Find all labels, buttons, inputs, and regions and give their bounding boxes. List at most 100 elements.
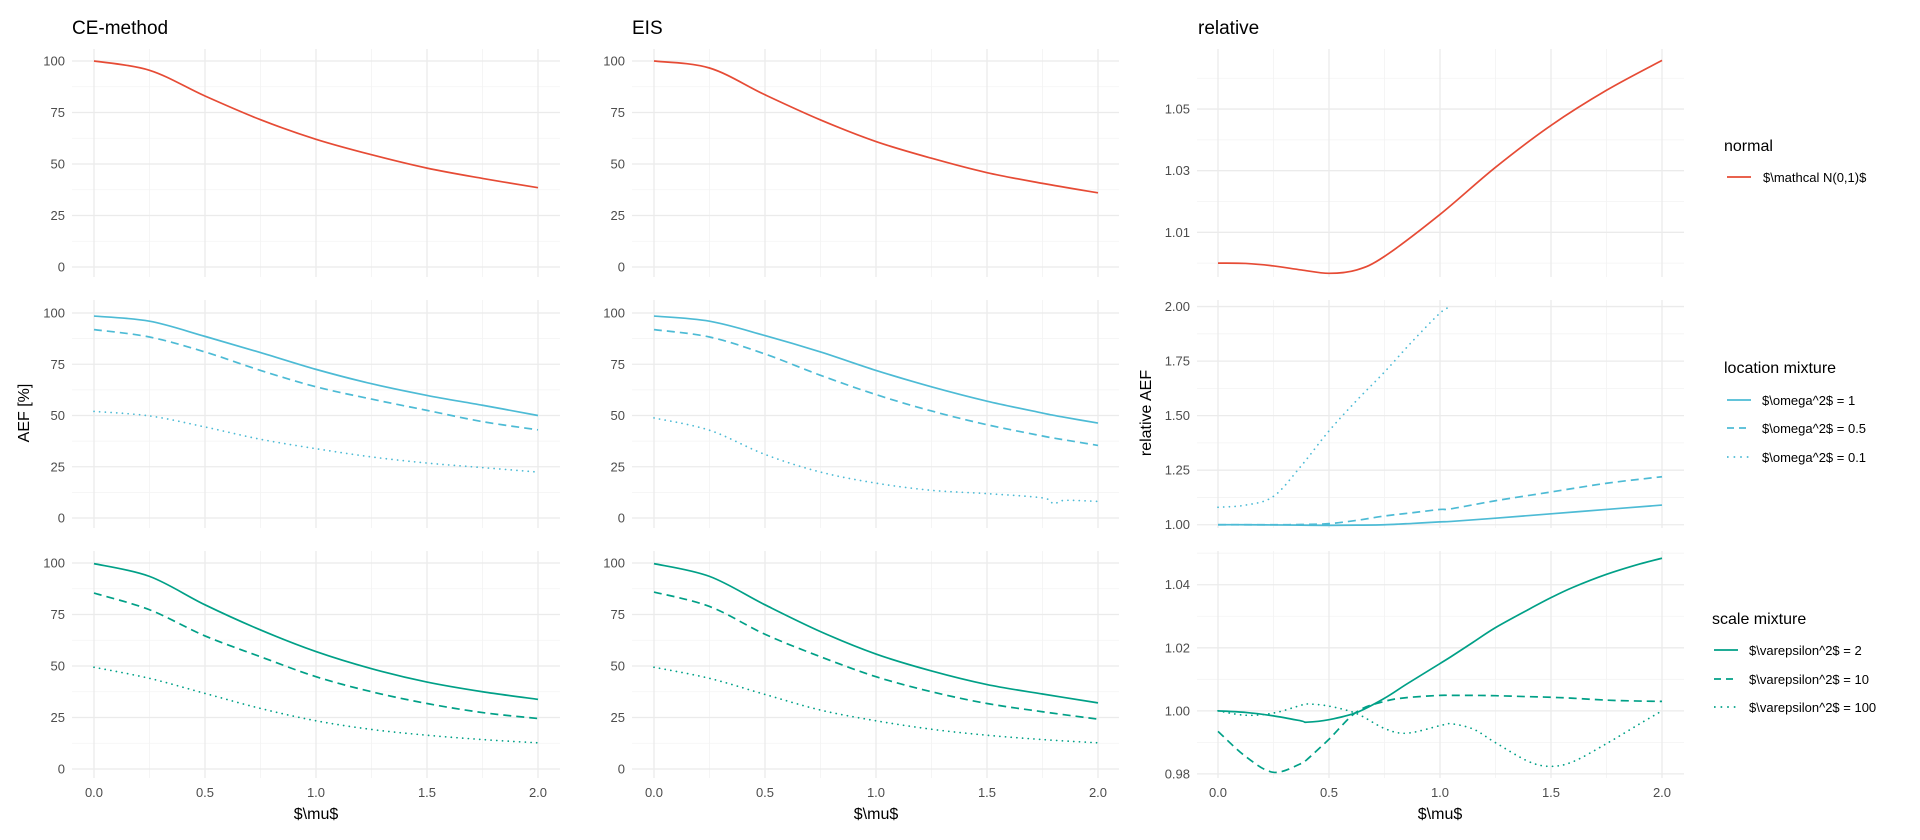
y-tick-label: 75 bbox=[611, 607, 625, 622]
y-tick-label: 1.02 bbox=[1165, 640, 1190, 655]
x-tick-label: 1.0 bbox=[867, 785, 885, 800]
y-tick-label: 1.05 bbox=[1165, 102, 1190, 117]
x-tick-label: 0.5 bbox=[1320, 785, 1338, 800]
y-tick-label: 25 bbox=[611, 208, 625, 223]
series-line-varepsilon-2-2-solid bbox=[1217, 557, 1663, 724]
series-line-varepsilon-2-100-dotted bbox=[93, 666, 539, 744]
legend-title-normal: normal bbox=[1724, 138, 1773, 155]
column-title-eis: EIS bbox=[632, 18, 663, 39]
y-tick-label: 100 bbox=[603, 556, 625, 571]
panels: 025507510002550751001.011.031.0502550751… bbox=[43, 49, 1684, 800]
panel-eis-scale-mixture: 0 25 50 75 100 0.0 0.5 1.0 1.5 2.0 bbox=[603, 551, 1119, 800]
y-tick-label: 100 bbox=[603, 306, 625, 321]
y-tick-label: 50 bbox=[51, 408, 65, 423]
legend-title-location-mixture: location mixture bbox=[1724, 360, 1836, 377]
series-line-omega-2-0-1-dotted bbox=[1217, 305, 1452, 509]
y-tick-label: 0 bbox=[618, 762, 625, 777]
x-tick-label: 0.0 bbox=[1209, 785, 1227, 800]
y-tick-label: 50 bbox=[611, 157, 625, 172]
x-tick-label: 0.0 bbox=[645, 785, 663, 800]
y-tick-label: 1.50 bbox=[1165, 408, 1190, 423]
x-tick-label: 0.0 bbox=[85, 785, 103, 800]
y-tick-label: 75 bbox=[51, 105, 65, 120]
series-line-varepsilon-2-100-dotted bbox=[653, 666, 1099, 744]
legend-label-omega-1: $\omega^2$ = 1 bbox=[1762, 393, 1855, 408]
series-line-mathcal-n-0-1-solid bbox=[653, 60, 1099, 194]
panel-eis-location-mixture: 0 25 50 75 100 bbox=[603, 300, 1119, 528]
legend-title-scale-mixture: scale mixture bbox=[1712, 611, 1806, 628]
legend-normal: normal $\mathcal N(0,1)$ bbox=[1724, 138, 1867, 185]
legend-location-mixture: location mixture $\omega^2$ = 1 $\omega^… bbox=[1724, 360, 1866, 465]
column-title-ce-method: CE-method bbox=[72, 18, 168, 39]
series-line-varepsilon-2-2-solid bbox=[653, 562, 1099, 704]
series-line-omega-2-0-5-dashed bbox=[1218, 475, 1663, 526]
series-line-varepsilon-2-10-dashed bbox=[93, 592, 539, 720]
panel-ce-method-scale-mixture: 0 25 50 75 100 0.0 0.5 1.0 1.5 2.0 bbox=[43, 551, 560, 800]
y-tick-label: 75 bbox=[611, 105, 625, 120]
x-tick-label: 2.0 bbox=[1653, 785, 1671, 800]
legend-label-omega-0-5: $\omega^2$ = 0.5 bbox=[1762, 421, 1866, 436]
y-tick-label: 100 bbox=[43, 306, 65, 321]
y-tick-label: 1.01 bbox=[1165, 225, 1190, 240]
y-tick-label: 75 bbox=[51, 607, 65, 622]
y-tick-label: 100 bbox=[43, 556, 65, 571]
x-tick-label: 1.5 bbox=[1542, 785, 1560, 800]
series-line-omega-2-0-5-dashed bbox=[93, 328, 539, 431]
y-tick-label: 1.00 bbox=[1165, 517, 1190, 532]
series-line-omega-2-1-solid bbox=[653, 315, 1099, 424]
legend-label-varepsilon-100: $\varepsilon^2$ = 100 bbox=[1749, 700, 1876, 715]
y-tick-label: 50 bbox=[51, 157, 65, 172]
y-axis-label-aef: AEF [%] bbox=[16, 384, 33, 443]
series-line-omega-2-0-5-dashed bbox=[653, 328, 1099, 447]
series-line-omega-2-0-1-dotted bbox=[93, 410, 539, 473]
y-tick-label: 1.75 bbox=[1165, 354, 1190, 369]
y-tick-label: 0 bbox=[58, 762, 65, 777]
panel-relative-normal: 1.01 1.03 1.05 bbox=[1165, 49, 1684, 277]
series-line-omega-2-1-solid bbox=[93, 315, 539, 417]
series-line-varepsilon-2-10-dashed bbox=[1217, 694, 1663, 774]
y-tick-label: 0 bbox=[58, 260, 65, 275]
y-tick-label: 0 bbox=[618, 511, 625, 526]
x-tick-label: 1.5 bbox=[978, 785, 996, 800]
panel-eis-normal: 0 25 50 75 100 bbox=[603, 49, 1119, 277]
y-axis-label-relative-aef: relative AEF bbox=[1138, 370, 1155, 456]
column-title-relative: relative bbox=[1198, 18, 1259, 39]
x-axis-label-relative: $\mu$ bbox=[1418, 806, 1463, 823]
y-tick-label: 1.03 bbox=[1165, 163, 1190, 178]
x-tick-label: 1.0 bbox=[1431, 785, 1449, 800]
y-tick-label: 1.04 bbox=[1165, 577, 1190, 592]
y-tick-label: 25 bbox=[611, 710, 625, 725]
y-tick-label: 0 bbox=[618, 260, 625, 275]
y-tick-label: 1.25 bbox=[1165, 463, 1190, 478]
panel-relative-location-mixture: 1.00 1.25 1.50 1.75 2.00 bbox=[1165, 299, 1684, 532]
panel-relative-scale-mixture: 0.98 1.00 1.02 1.04 0.0 0.5 1.0 1.5 2.0 bbox=[1165, 551, 1684, 800]
y-tick-label: 100 bbox=[603, 54, 625, 69]
legend-label-varepsilon-10: $\varepsilon^2$ = 10 bbox=[1749, 672, 1869, 687]
x-tick-label: 2.0 bbox=[1089, 785, 1107, 800]
x-axis-label-ce: $\mu$ bbox=[294, 806, 339, 823]
y-tick-label: 0 bbox=[58, 511, 65, 526]
panel-ce-method-normal: 0 25 50 75 100 bbox=[43, 49, 560, 277]
y-tick-label: 25 bbox=[51, 208, 65, 223]
x-tick-label: 0.5 bbox=[756, 785, 774, 800]
x-tick-label: 2.0 bbox=[529, 785, 547, 800]
legend-scale-mixture: scale mixture $\varepsilon^2$ = 2 $\vare… bbox=[1712, 611, 1876, 715]
series-line-varepsilon-2-10-dashed bbox=[653, 591, 1099, 720]
y-tick-label: 75 bbox=[611, 357, 625, 372]
panel-ce-method-location-mixture: 0 25 50 75 100 bbox=[43, 300, 560, 528]
y-tick-label: 25 bbox=[51, 710, 65, 725]
legend-label-normal: $\mathcal N(0,1)$ bbox=[1763, 170, 1867, 185]
series-line-mathcal-n-0-1-solid bbox=[93, 60, 539, 189]
y-tick-label: 75 bbox=[51, 357, 65, 372]
y-tick-label: 25 bbox=[611, 459, 625, 474]
y-tick-label: 50 bbox=[611, 408, 625, 423]
y-tick-label: 50 bbox=[51, 659, 65, 674]
series-line-varepsilon-2-100-dotted bbox=[1217, 702, 1663, 768]
y-tick-label: 1.00 bbox=[1165, 703, 1190, 718]
y-tick-label: 25 bbox=[51, 459, 65, 474]
x-tick-label: 1.0 bbox=[307, 785, 325, 800]
y-tick-label: 50 bbox=[611, 659, 625, 674]
x-tick-label: 1.5 bbox=[418, 785, 436, 800]
legend-label-varepsilon-2: $\varepsilon^2$ = 2 bbox=[1749, 643, 1862, 658]
